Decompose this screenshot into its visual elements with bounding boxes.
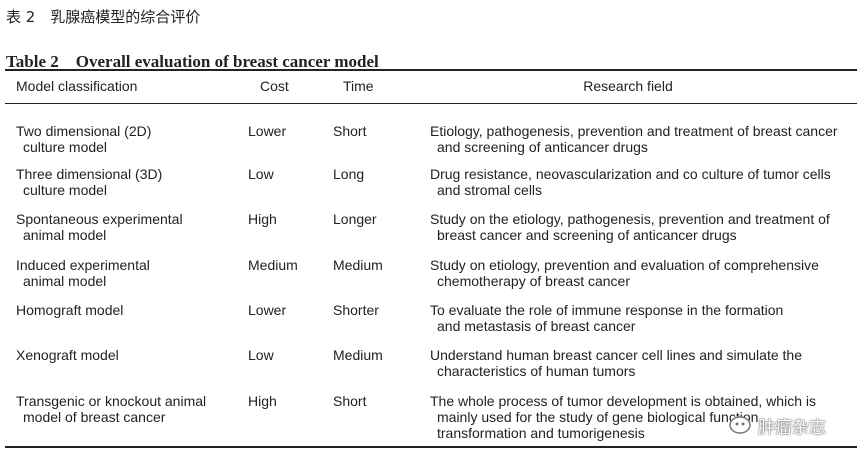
watermark-logo bbox=[729, 416, 751, 434]
cell-text: culture model bbox=[23, 182, 108, 198]
cell-text: Induced experimental bbox=[16, 257, 150, 273]
cell-text: and screening of anticancer drugs bbox=[437, 139, 648, 155]
cell-text: The whole process of tumor development i… bbox=[430, 393, 816, 409]
cell-text: Two dimensional (2D) bbox=[16, 123, 152, 139]
cell-text: breast cancer and screening of anticance… bbox=[437, 227, 737, 243]
cell-text: Short bbox=[333, 393, 367, 409]
cell-text: transformation and tumorigenesis bbox=[437, 425, 645, 441]
bottom-rule bbox=[5, 446, 857, 448]
cell-text: Lower bbox=[248, 302, 287, 318]
cell-text: Medium bbox=[333, 257, 383, 273]
cell-text: Medium bbox=[333, 347, 383, 363]
cell-text: and stromal cells bbox=[437, 182, 543, 198]
cell-text: animal model bbox=[23, 273, 107, 289]
title-cn: 表 2 乳腺癌模型的综合评价 bbox=[6, 8, 201, 26]
watermark: 肿瘤杂志 bbox=[758, 418, 826, 438]
cell-text: Homograft model bbox=[16, 302, 124, 318]
cell-text: Long bbox=[333, 166, 365, 182]
cell-text: Study on etiology, prevention and evalua… bbox=[430, 257, 819, 273]
cell-text: Understand human breast cancer cell line… bbox=[430, 347, 802, 363]
cell-text: Medium bbox=[248, 257, 298, 273]
title-en: Table 2 Overall evaluation of breast can… bbox=[6, 52, 379, 71]
cell-text: Low bbox=[248, 347, 274, 363]
cell-text: Short bbox=[333, 123, 367, 139]
column-header: Time bbox=[343, 78, 374, 94]
cell-text: Three dimensional (3D) bbox=[16, 166, 163, 182]
cell-text: Low bbox=[248, 166, 274, 182]
cell-text: Spontaneous experimental bbox=[16, 211, 183, 227]
cell-text: To evaluate the role of immune response … bbox=[430, 302, 784, 318]
cell-text: and metastasis of breast cancer bbox=[437, 318, 636, 334]
cell-text: Etiology, pathogenesis, prevention and t… bbox=[430, 123, 838, 139]
cell-text: Longer bbox=[333, 211, 377, 227]
cell-text: mainly used for the study of gene biolog… bbox=[437, 409, 763, 425]
cell-text: Drug resistance, neovascularization and … bbox=[430, 166, 831, 182]
cell-text: Shorter bbox=[333, 302, 379, 318]
top-rule bbox=[5, 69, 857, 71]
column-header: Cost bbox=[260, 78, 289, 94]
cell-text: chemotherapy of breast cancer bbox=[437, 273, 630, 289]
cell-text: Study on the etiology, pathogenesis, pre… bbox=[430, 211, 830, 227]
header-rule bbox=[5, 103, 857, 104]
cell-text: Transgenic or knockout animal bbox=[16, 393, 207, 409]
cell-text: High bbox=[248, 393, 277, 409]
cell-text: model of breast cancer bbox=[23, 409, 166, 425]
column-header: Model classification bbox=[16, 78, 138, 94]
cell-text: Xenograft model bbox=[16, 347, 119, 363]
column-header: Research field bbox=[583, 78, 673, 94]
cell-text: characteristics of human tumors bbox=[437, 363, 636, 379]
cell-text: culture model bbox=[23, 139, 108, 155]
cell-text: High bbox=[248, 211, 277, 227]
cell-text: Lower bbox=[248, 123, 287, 139]
cell-text: animal model bbox=[23, 227, 107, 243]
